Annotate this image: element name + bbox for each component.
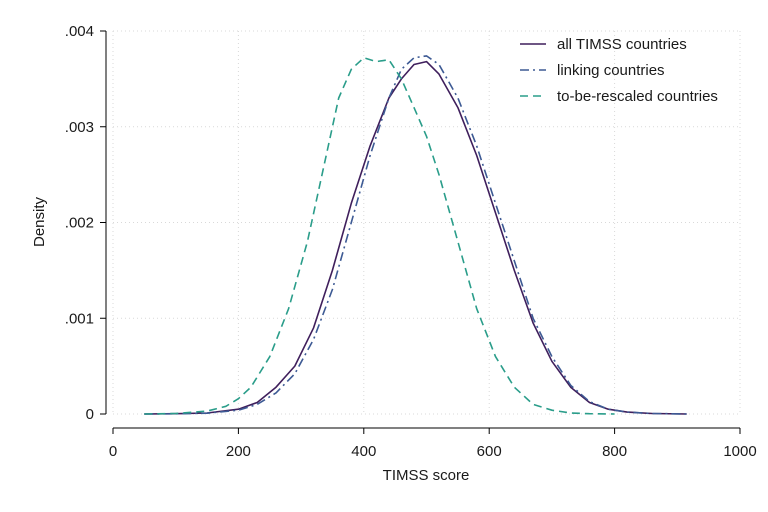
y-tick-label: 0 bbox=[86, 406, 94, 423]
series-line-3 bbox=[144, 56, 615, 415]
x-tick-label: 0 bbox=[109, 443, 117, 460]
y-tick-label: .004 bbox=[65, 23, 94, 40]
legend: all TIMSS countries linking countries to-b… bbox=[520, 36, 718, 105]
legend-label: to-be-rescaled countries bbox=[557, 88, 718, 105]
grid bbox=[112, 30, 741, 415]
y-ticks: 0 .001 .002 .003 .004 bbox=[65, 23, 106, 423]
legend-label: linking countries bbox=[557, 62, 665, 79]
legend-label: all TIMSS countries bbox=[557, 36, 687, 53]
y-tick-label: .003 bbox=[65, 119, 94, 136]
x-tick-label: 1000 bbox=[723, 443, 756, 460]
x-tick-label: 800 bbox=[602, 443, 627, 460]
x-ticks: 0 200 400 600 800 1000 bbox=[109, 428, 757, 460]
x-tick-label: 600 bbox=[477, 443, 502, 460]
y-tick-label: .002 bbox=[65, 215, 94, 232]
series-lines bbox=[144, 55, 687, 415]
x-tick-label: 200 bbox=[226, 443, 251, 460]
x-tick-label: 400 bbox=[351, 443, 376, 460]
x-axis-title: TIMSS score bbox=[383, 467, 470, 484]
y-tick-label: .001 bbox=[65, 310, 94, 327]
y-axis-title: Density bbox=[31, 196, 48, 247]
series-line-1 bbox=[144, 60, 687, 415]
